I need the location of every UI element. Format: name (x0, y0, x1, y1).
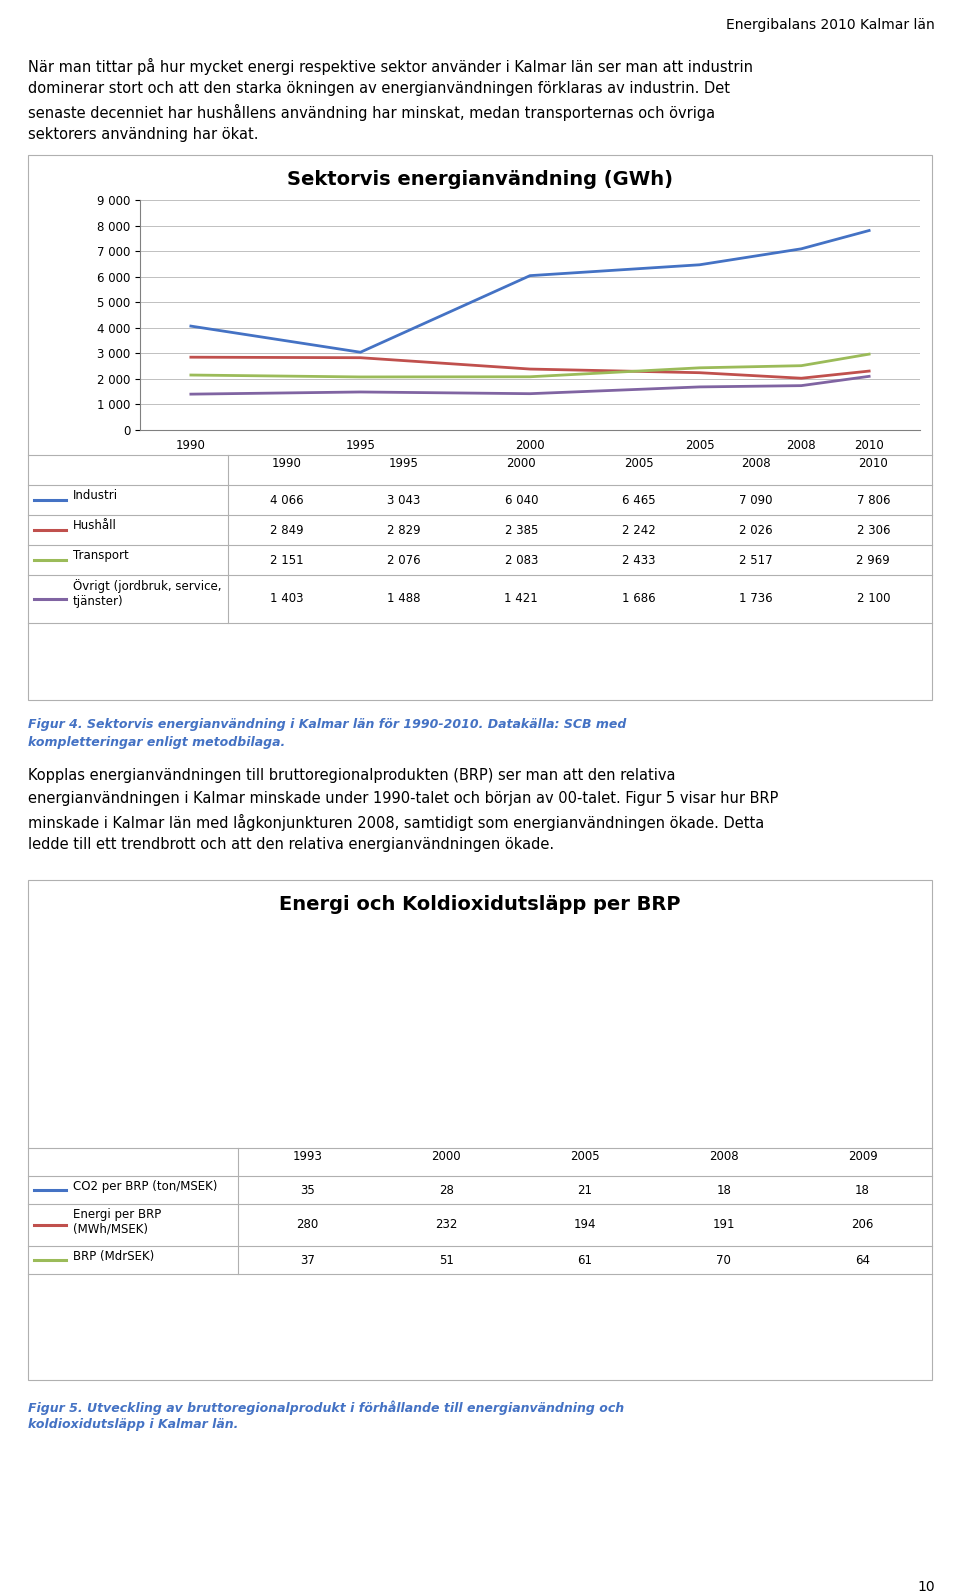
Text: 232: 232 (435, 1219, 457, 1231)
Text: 2010: 2010 (858, 458, 888, 471)
Text: 1 403: 1 403 (270, 592, 303, 606)
Text: 2 026: 2 026 (739, 523, 773, 536)
Text: 35: 35 (300, 1183, 315, 1196)
Text: 3 043: 3 043 (387, 493, 420, 507)
Text: Industri: Industri (73, 490, 118, 502)
Text: När man tittar på hur mycket energi respektive sektor använder i Kalmar län ser : När man tittar på hur mycket energi resp… (28, 57, 753, 75)
Text: 51: 51 (439, 1254, 454, 1266)
Text: senaste decenniet har hushållens användning har minskat, medan transporternas oc: senaste decenniet har hushållens användn… (28, 104, 715, 121)
Text: 7 090: 7 090 (739, 493, 773, 507)
Text: 1 736: 1 736 (739, 592, 773, 606)
Text: Energi och Koldioxidutsläpp per BRP: Energi och Koldioxidutsläpp per BRP (279, 895, 681, 914)
Text: koldioxidutsläpp i Kalmar län.: koldioxidutsläpp i Kalmar län. (28, 1418, 238, 1431)
Text: 7 806: 7 806 (856, 493, 890, 507)
Text: sektorers användning har ökat.: sektorers användning har ökat. (28, 128, 258, 142)
Text: 10: 10 (918, 1581, 935, 1593)
Text: 2005: 2005 (570, 1150, 600, 1163)
Text: 2 306: 2 306 (856, 523, 890, 536)
Text: 2 100: 2 100 (856, 592, 890, 606)
Text: 2 385: 2 385 (505, 523, 538, 536)
Text: 1993: 1993 (293, 1150, 323, 1163)
Text: 2000: 2000 (507, 458, 536, 471)
Text: ledde till ett trendbrott och att den relativa energianvändningen ökade.: ledde till ett trendbrott och att den re… (28, 837, 554, 852)
Text: 70: 70 (716, 1254, 732, 1266)
Text: 2 151: 2 151 (270, 553, 303, 566)
Text: 1 488: 1 488 (387, 592, 420, 606)
Text: Energi per BRP
(MWh/MSEK): Energi per BRP (MWh/MSEK) (73, 1207, 161, 1236)
Text: 2 242: 2 242 (622, 523, 656, 536)
Text: 61: 61 (578, 1254, 592, 1266)
Text: 2 433: 2 433 (622, 553, 656, 566)
Text: 18: 18 (855, 1183, 870, 1196)
Text: 1990: 1990 (272, 458, 301, 471)
Text: 6 465: 6 465 (622, 493, 656, 507)
Text: 6 040: 6 040 (505, 493, 539, 507)
Text: 1995: 1995 (389, 458, 419, 471)
Text: 21: 21 (578, 1183, 592, 1196)
Text: Figur 5. Utveckling av bruttoregionalprodukt i förhållande till energianvändning: Figur 5. Utveckling av bruttoregionalpro… (28, 1400, 624, 1415)
Text: 2 849: 2 849 (270, 523, 303, 536)
Text: energianvändningen i Kalmar minskade under 1990-talet och början av 00-talet. Fi: energianvändningen i Kalmar minskade und… (28, 791, 779, 805)
Text: 2 517: 2 517 (739, 553, 773, 566)
Text: minskade i Kalmar län med lågkonjunkturen 2008, samtidigt som energianvändningen: minskade i Kalmar län med lågkonjunkture… (28, 813, 764, 831)
Text: 206: 206 (852, 1219, 874, 1231)
Text: 1 686: 1 686 (622, 592, 656, 606)
Text: 1 421: 1 421 (504, 592, 539, 606)
Text: 194: 194 (574, 1219, 596, 1231)
Text: dominerar stort och att den starka ökningen av energianvändningen förklaras av i: dominerar stort och att den starka öknin… (28, 81, 730, 96)
Text: Övrigt (jordbruk, service,
tjänster): Övrigt (jordbruk, service, tjänster) (73, 579, 222, 608)
Text: Figur 4. Sektorvis energianvändning i Kalmar län för 1990-2010. Datakälla: SCB m: Figur 4. Sektorvis energianvändning i Ka… (28, 718, 626, 731)
Text: 191: 191 (712, 1219, 735, 1231)
Text: Kopplas energianvändningen till bruttoregionalprodukten (BRP) ser man att den re: Kopplas energianvändningen till bruttore… (28, 769, 676, 783)
Text: 2009: 2009 (848, 1150, 877, 1163)
Text: 280: 280 (297, 1219, 319, 1231)
Text: CO2 per BRP (ton/MSEK): CO2 per BRP (ton/MSEK) (73, 1180, 217, 1193)
Text: 64: 64 (855, 1254, 870, 1266)
Text: Transport: Transport (73, 549, 129, 561)
Text: Energibalans 2010 Kalmar län: Energibalans 2010 Kalmar län (727, 18, 935, 32)
Text: 2000: 2000 (431, 1150, 461, 1163)
Text: 37: 37 (300, 1254, 315, 1266)
Text: 2 083: 2 083 (505, 553, 538, 566)
Text: 2008: 2008 (709, 1150, 738, 1163)
Text: 2008: 2008 (741, 458, 771, 471)
Text: 4 066: 4 066 (270, 493, 303, 507)
Text: 2005: 2005 (624, 458, 654, 471)
Text: BRP (MdrSEK): BRP (MdrSEK) (73, 1250, 155, 1263)
Text: 2 969: 2 969 (856, 553, 890, 566)
Text: kompletteringar enligt metodbilaga.: kompletteringar enligt metodbilaga. (28, 735, 285, 750)
Text: 18: 18 (716, 1183, 732, 1196)
Text: 2 829: 2 829 (387, 523, 420, 536)
Text: 2 076: 2 076 (387, 553, 420, 566)
Text: Hushåll: Hushåll (73, 518, 117, 533)
Text: Sektorvis energianvändning (GWh): Sektorvis energianvändning (GWh) (287, 171, 673, 188)
Text: 28: 28 (439, 1183, 454, 1196)
